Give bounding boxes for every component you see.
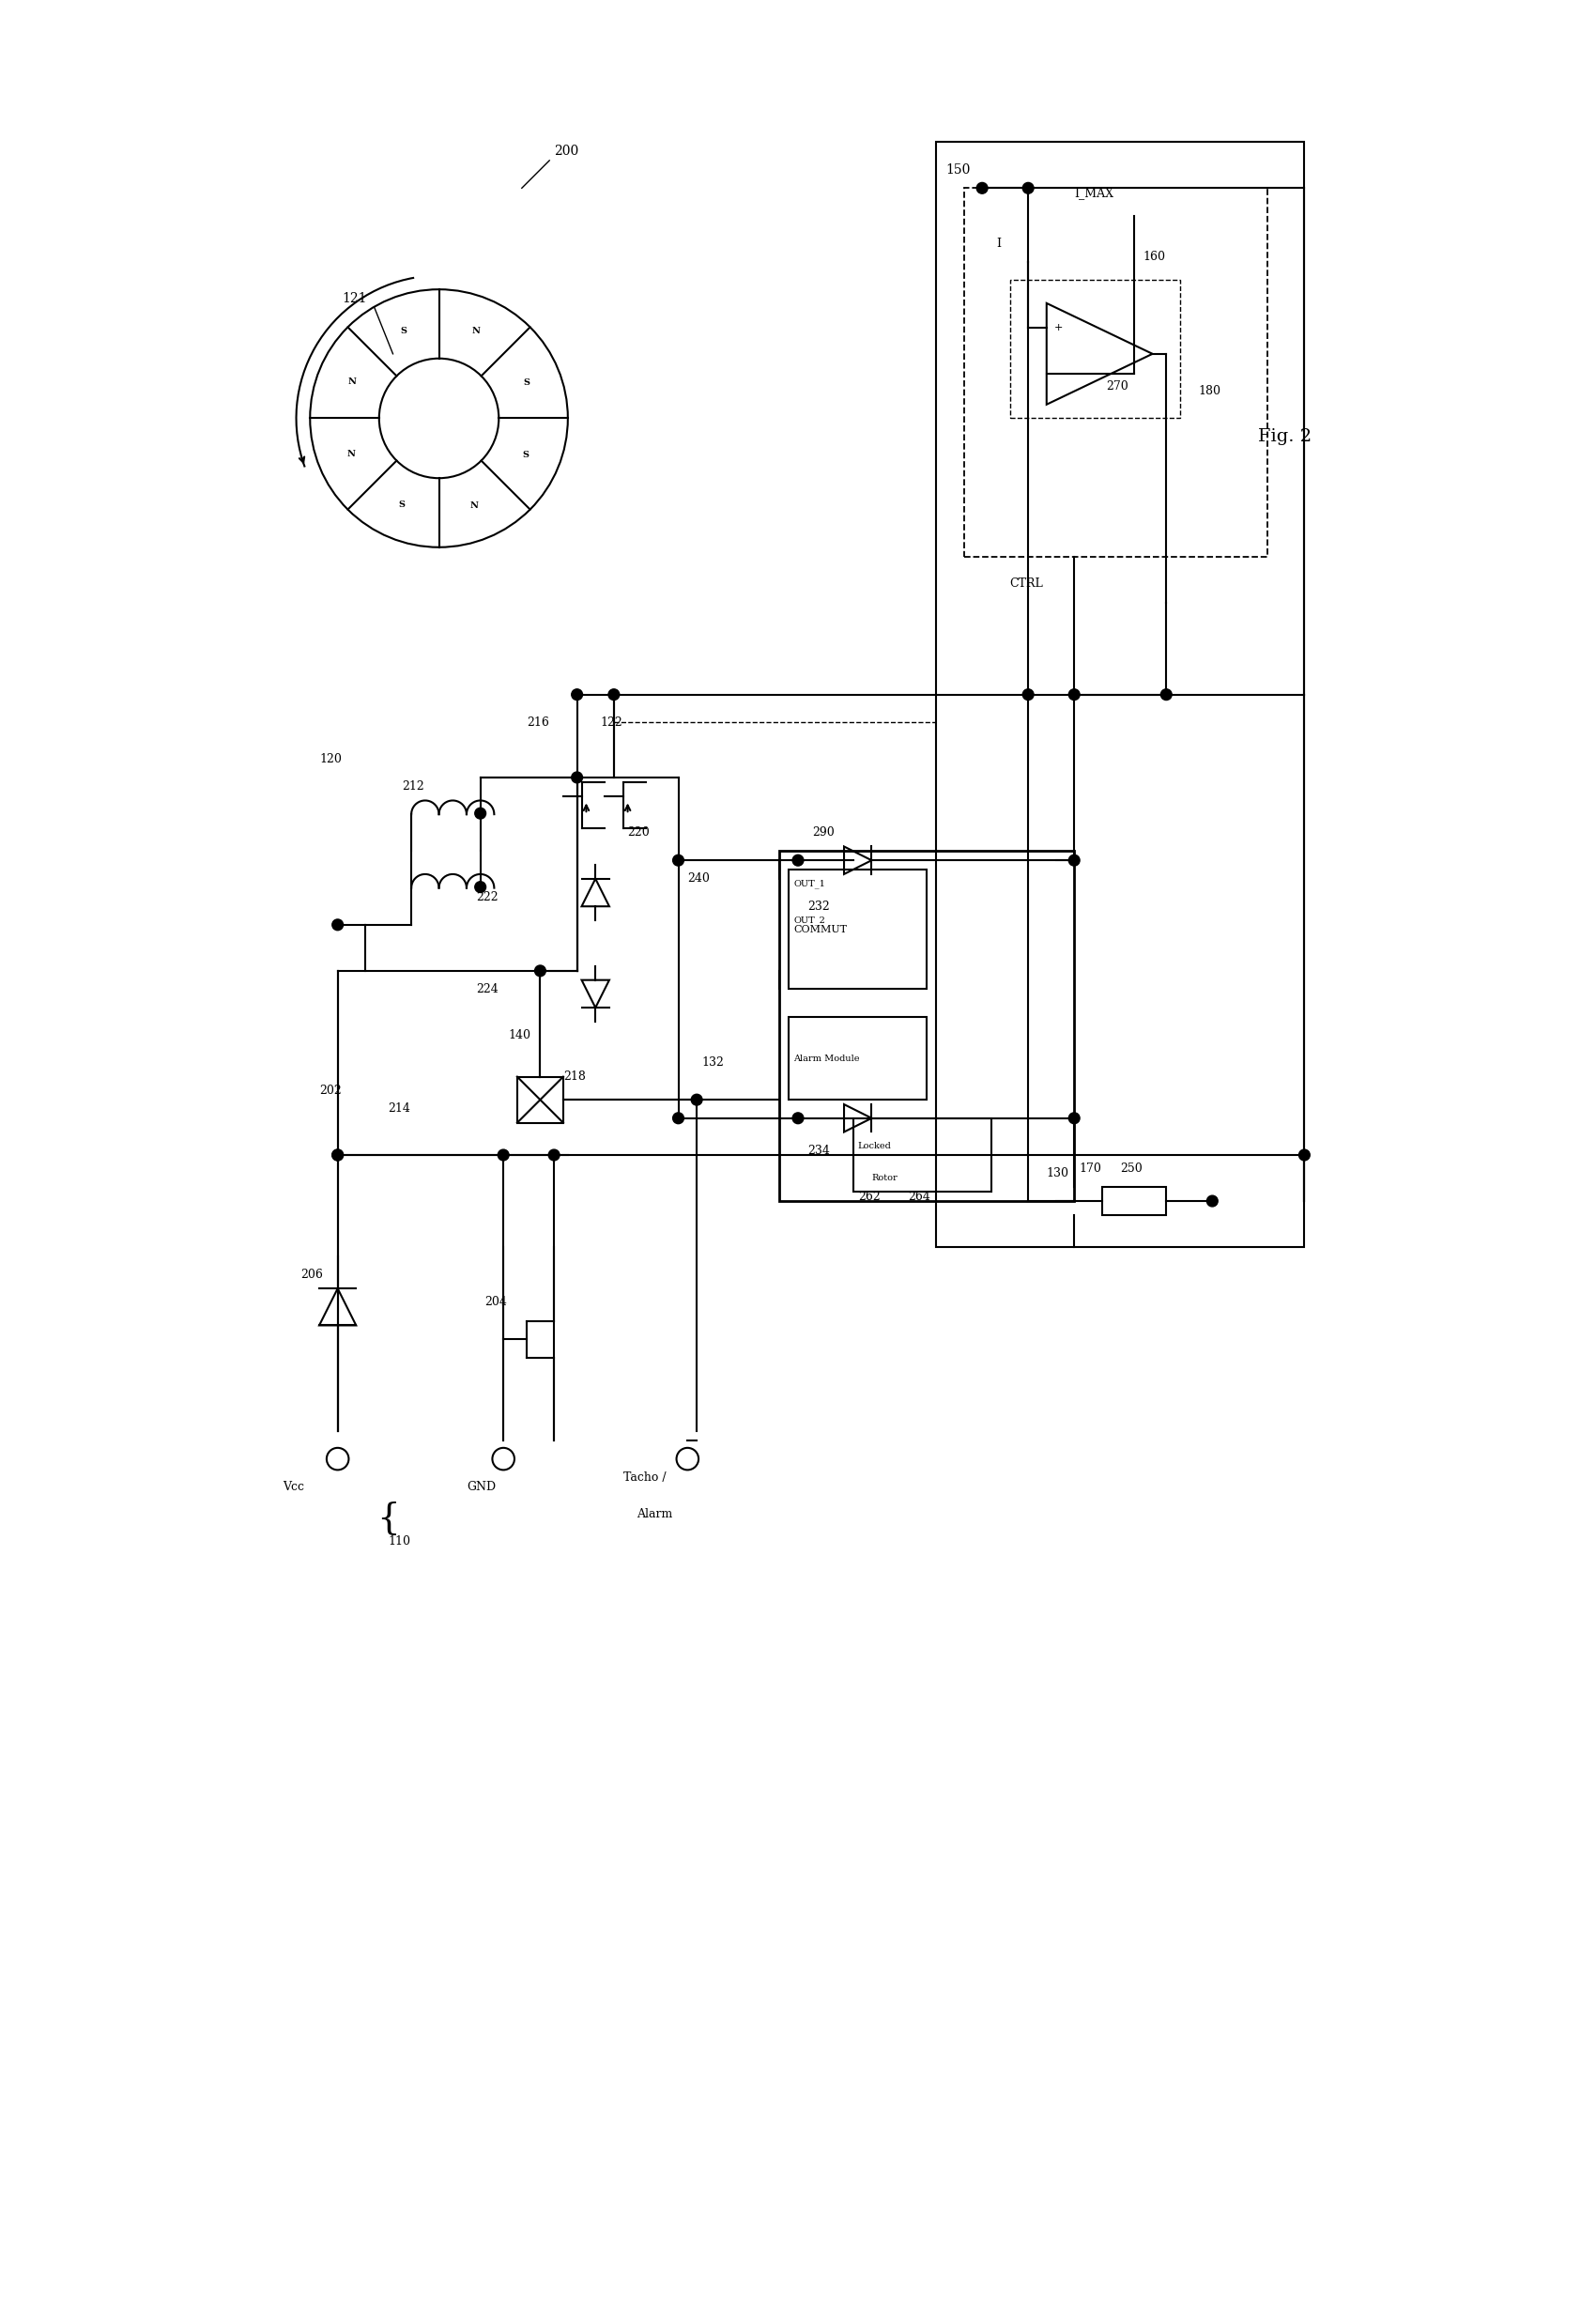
Text: 216: 216 — [527, 716, 549, 728]
Circle shape — [691, 1095, 702, 1104]
Text: 130: 130 — [1047, 1167, 1069, 1180]
Text: I: I — [996, 238, 1001, 249]
Circle shape — [1299, 1150, 1310, 1160]
Circle shape — [380, 358, 500, 478]
Circle shape — [674, 1113, 683, 1123]
Circle shape — [793, 855, 803, 866]
Text: 234: 234 — [808, 1143, 830, 1157]
Text: Rotor: Rotor — [871, 1173, 897, 1183]
Circle shape — [1207, 1197, 1218, 1206]
Text: 264: 264 — [908, 1190, 930, 1204]
Circle shape — [332, 919, 343, 931]
Text: {: { — [377, 1502, 401, 1536]
Text: S: S — [522, 450, 530, 460]
Text: CTRL: CTRL — [1010, 578, 1044, 589]
Text: Fig. 2: Fig. 2 — [1258, 427, 1312, 446]
Text: 204: 204 — [485, 1296, 508, 1307]
Text: COMMUT: COMMUT — [793, 924, 847, 933]
Circle shape — [535, 966, 546, 977]
Text: GND: GND — [466, 1481, 496, 1492]
Circle shape — [327, 1448, 348, 1469]
Circle shape — [332, 1150, 343, 1160]
Text: S: S — [523, 379, 530, 388]
Circle shape — [1069, 688, 1080, 700]
Text: 110: 110 — [388, 1536, 410, 1548]
Text: 132: 132 — [701, 1056, 723, 1070]
Text: 150: 150 — [945, 164, 970, 176]
Text: N: N — [472, 328, 480, 335]
Circle shape — [1160, 688, 1171, 700]
Text: 270: 270 — [1106, 379, 1128, 393]
Text: 232: 232 — [808, 901, 830, 912]
Text: OUT_2: OUT_2 — [793, 915, 825, 924]
Text: 250: 250 — [1120, 1162, 1143, 1176]
Circle shape — [608, 688, 619, 700]
Text: 222: 222 — [476, 892, 498, 903]
Text: 224: 224 — [476, 984, 498, 996]
Circle shape — [571, 772, 583, 783]
Text: 120: 120 — [319, 753, 342, 765]
Circle shape — [677, 1448, 699, 1469]
Circle shape — [492, 1448, 514, 1469]
Text: Alarm: Alarm — [637, 1508, 674, 1520]
Text: 200: 200 — [554, 146, 579, 157]
Circle shape — [571, 688, 583, 700]
Circle shape — [1023, 182, 1034, 194]
Text: 160: 160 — [1143, 252, 1165, 263]
Circle shape — [977, 182, 988, 194]
Text: Tacho /: Tacho / — [622, 1471, 666, 1483]
Text: Locked: Locked — [857, 1141, 892, 1150]
Text: 290: 290 — [812, 827, 835, 839]
Text: 202: 202 — [319, 1083, 342, 1097]
Circle shape — [476, 882, 485, 892]
Circle shape — [674, 855, 683, 866]
Text: N: N — [471, 501, 479, 511]
Text: Vcc: Vcc — [282, 1481, 303, 1492]
Text: OUT_1: OUT_1 — [793, 878, 825, 887]
Circle shape — [332, 1150, 343, 1160]
Circle shape — [1069, 1113, 1080, 1123]
Circle shape — [498, 1150, 509, 1160]
Text: 180: 180 — [1199, 383, 1221, 397]
Text: 212: 212 — [402, 781, 425, 792]
Text: Alarm Module: Alarm Module — [793, 1053, 860, 1063]
Circle shape — [476, 808, 485, 818]
Text: 206: 206 — [300, 1268, 324, 1280]
Text: 214: 214 — [388, 1102, 410, 1116]
Text: 170: 170 — [1079, 1162, 1101, 1176]
Circle shape — [310, 289, 568, 547]
Circle shape — [549, 1150, 560, 1160]
Circle shape — [1069, 855, 1080, 866]
Text: N: N — [348, 377, 356, 386]
Text: 122: 122 — [600, 716, 622, 728]
Text: N: N — [348, 450, 356, 457]
Text: S: S — [399, 501, 405, 511]
Text: 140: 140 — [508, 1030, 530, 1042]
Text: S: S — [401, 326, 407, 335]
Text: +: + — [1053, 323, 1063, 333]
Text: 218: 218 — [563, 1070, 586, 1083]
Text: 240: 240 — [688, 873, 710, 885]
Text: 262: 262 — [857, 1190, 879, 1204]
Text: -: - — [1053, 367, 1058, 381]
Text: I_MAX: I_MAX — [1074, 187, 1114, 199]
Text: 220: 220 — [627, 827, 650, 839]
Circle shape — [1023, 688, 1034, 700]
Circle shape — [793, 1113, 803, 1123]
Text: 121: 121 — [342, 291, 367, 305]
